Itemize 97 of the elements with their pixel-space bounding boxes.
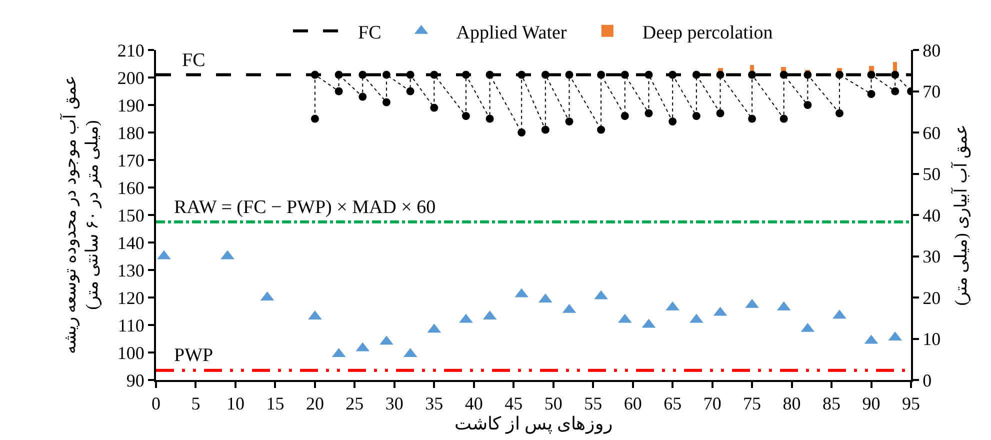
point (518, 70, 526, 79)
point (780, 70, 788, 79)
point (597, 126, 606, 134)
point (668, 70, 677, 79)
legend-label: FC (358, 22, 382, 44)
y-axis-title: عمق آب موجود در محدوده توسعه ریشه (میلی متر در ۶۰ سانتی متر) (58, 76, 102, 354)
y2-tick-label: 70 (922, 82, 941, 102)
x-tick-label: 90 (862, 394, 880, 414)
point (406, 70, 414, 79)
x-tick-label: 75 (743, 394, 762, 414)
point (867, 70, 876, 79)
y-tick-label: 90 (126, 370, 144, 390)
x-tick-label: 35 (425, 394, 444, 414)
y2-tick-label: 40 (922, 205, 941, 226)
ref-line-label: RAW = (FC − PWP) × MAD × 60 (174, 197, 436, 218)
y2-tick-label: 80 (922, 40, 941, 60)
y-tick-label: 140 (117, 232, 144, 253)
y-tick-label: 210 (117, 40, 144, 60)
point (430, 70, 438, 79)
point (462, 70, 470, 79)
point (748, 70, 756, 79)
point (891, 87, 900, 96)
x-tick-label: 5 (191, 394, 200, 414)
point (692, 70, 700, 79)
legend-label: Deep percolation (642, 22, 774, 44)
point (406, 87, 414, 96)
x-tick-label: 55 (584, 394, 602, 414)
x-tick-label: 85 (822, 394, 841, 414)
y2-tick-label: 20 (922, 288, 941, 308)
y-tick-label: 200 (117, 68, 144, 88)
point (780, 114, 788, 123)
point (565, 70, 574, 79)
point (804, 70, 812, 79)
point (644, 70, 653, 79)
point (748, 114, 756, 123)
point (620, 70, 629, 79)
y-tick-label: 190 (117, 95, 144, 116)
x-tick-label: 50 (544, 394, 562, 414)
point (358, 92, 367, 101)
x-tick-label: 70 (703, 394, 722, 414)
y2-tick-label: 10 (922, 329, 941, 350)
x-tick-label: 25 (346, 394, 364, 414)
x-tick-label: 30 (385, 394, 404, 414)
point (867, 90, 876, 98)
y-tick-label: 110 (118, 315, 144, 336)
x-tick-label: 60 (624, 394, 642, 414)
y2-tick-label: 60 (922, 122, 941, 143)
y2-tick-label: 0 (922, 370, 932, 390)
point (382, 70, 390, 79)
y-tick-label: 180 (117, 122, 144, 143)
point (334, 87, 343, 96)
point (310, 114, 319, 123)
point (716, 109, 724, 118)
x-tick-label: 65 (664, 394, 682, 414)
y2-tick-label: 30 (922, 246, 941, 267)
point (565, 118, 574, 126)
point (486, 114, 494, 123)
y-tick-label: 120 (117, 288, 144, 308)
point (334, 70, 343, 79)
point (835, 70, 844, 79)
x-tick-label: 80 (782, 394, 801, 414)
x-tick-label: 45 (504, 394, 523, 414)
point (620, 112, 629, 120)
x-tick-label: 20 (306, 394, 324, 414)
point (541, 70, 550, 79)
y2-tick-label: 50 (922, 164, 941, 184)
y-tick-label: 160 (117, 178, 144, 198)
legend-label: Applied Water (456, 22, 568, 44)
point (382, 98, 390, 106)
point (668, 118, 677, 126)
x-tick-label: 40 (464, 394, 483, 414)
y2-axis-title: عمق آب آبیاری (میلی متر) (950, 124, 972, 306)
y-tick-label: 150 (117, 205, 144, 226)
x-tick-label: 95 (902, 394, 920, 414)
x-tick-label: 15 (266, 394, 284, 414)
point (692, 112, 700, 120)
point (462, 112, 470, 120)
point (541, 126, 550, 134)
point (518, 128, 526, 136)
point (597, 70, 606, 79)
y-tick-label: 100 (117, 342, 144, 363)
point (310, 70, 319, 79)
ref-line-label: PWP (174, 345, 214, 366)
point (486, 70, 494, 79)
point (716, 70, 724, 79)
annotation: FC (182, 50, 206, 71)
x-tick-label: 10 (226, 394, 244, 414)
point (430, 104, 438, 112)
point (891, 70, 900, 79)
y-tick-label: 130 (117, 260, 144, 280)
point (644, 109, 653, 118)
point (804, 101, 812, 109)
y-tick-label: 170 (117, 150, 144, 170)
point (358, 70, 367, 79)
point (835, 109, 844, 118)
x-tick-label: 0 (152, 394, 160, 414)
x-axis-title: روزهای پس از کاشت (454, 414, 613, 435)
